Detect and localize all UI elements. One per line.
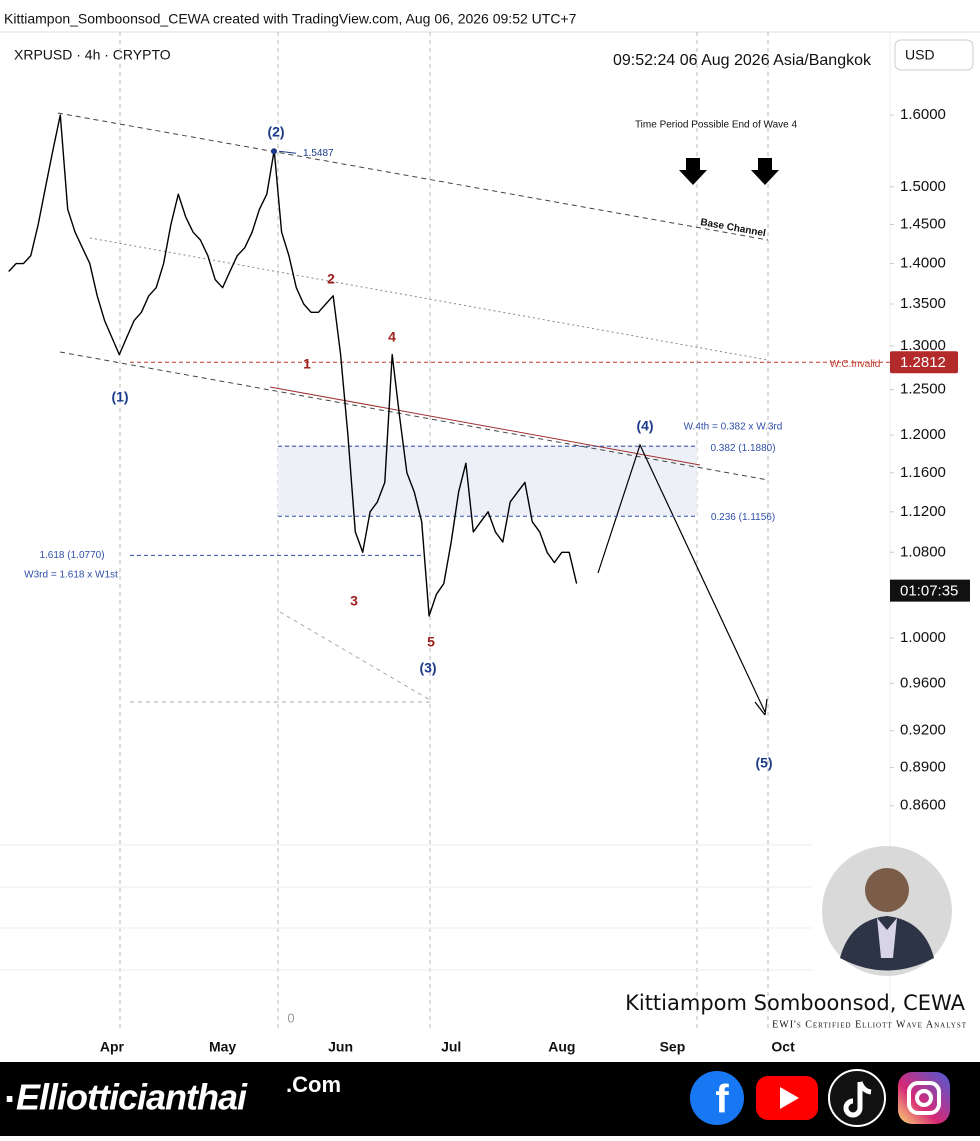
y-tick-label: 1.5000 [900,178,946,195]
annotation: (4) [636,418,653,434]
annotation: (2) [267,124,284,140]
target-line [279,611,431,701]
level-label: 0.382 (1.1880) [710,443,775,454]
time-markers [119,32,769,1030]
channel-top [57,112,769,241]
youtube-glyph [780,1087,799,1109]
peak-label: 1.5487 [303,148,334,159]
y-tick-label: 0.8600 [900,797,946,814]
x-tick-label: Jul [441,1039,461,1055]
annotation: (3) [419,660,436,676]
background [0,0,980,1062]
annotation: (5) [755,755,772,771]
x-tick-label: Jun [328,1039,353,1055]
annotation: 1 [303,356,311,372]
annotation: 2 [327,271,335,287]
y-tick-label: 1.0000 [900,629,946,646]
footer-art: · Elliotticianthai .Com f [4,1069,950,1127]
signature-name: Kittiampom Somboonsod, CEWA [625,991,966,1015]
instagram-glyph [907,1081,941,1115]
y-tick-label: 0.8900 [900,759,946,776]
symbol: XRPUSD · 4h · CRYPTO [14,47,171,63]
trend-line [269,386,701,466]
y-tick-label: 1.1200 [900,503,946,520]
portrait-head [865,868,909,912]
x-tick-label: Apr [100,1039,125,1055]
y-tick-label: 1.4000 [900,255,946,272]
footer: · Elliotticianthai .Com f [0,1062,980,1136]
countdown-tag [890,579,970,602]
down-arrow [679,158,707,185]
signature-title: EWI's Certified Elliott Wave Analyst [772,1019,967,1030]
y-tick-label: 1.3500 [900,295,946,312]
channel-bottom [59,351,769,481]
peak-marker [271,148,277,155]
x-tick-label: May [209,1039,236,1055]
annotation: (1) [111,389,128,405]
facebook-glyph: f [715,1078,729,1122]
tiktok-icon[interactable] [828,1069,886,1127]
portrait-shirt [877,918,897,958]
peak-pointer [278,150,297,154]
wave3-target [130,611,431,703]
annotation: 3 [350,593,358,609]
price-tag-label: 1.2812 [900,354,946,371]
annotation: 4 [388,329,396,345]
annotation: Time Period Possible End of Wave 4 [635,120,798,131]
brand-domain: .Com [286,1072,341,1097]
projection-arrowhead [754,698,768,716]
level-label: W.C.Invalid [830,359,881,370]
clock: 09:52:24 06 Aug 2026 Asia/Bangkok [613,52,872,69]
annotation: W3rd = 1.618 x W1st [24,570,118,581]
facebook-icon[interactable] [690,1071,744,1125]
y-tick-label: 0.9600 [900,674,946,691]
annotation: W.4th = 0.382 x W.3rd [684,422,783,433]
chart: Kittiampon_Somboonsod_CEWA created with … [0,0,980,1062]
brand-dot: · [4,1078,17,1122]
countdown: 01:07:35 [900,583,958,600]
price-line [8,114,578,617]
brand: Elliotticianthai [16,1077,248,1118]
level-label: 0.236 (1.1156) [711,512,775,523]
projection [597,443,766,713]
down-arrow [751,158,779,185]
price-tag [890,351,958,374]
y-tick-label: 1.6000 [900,106,946,123]
fib-zone [278,445,697,516]
y-tick-label: 1.3000 [900,337,946,354]
y-tick-label: 1.4500 [900,215,946,232]
y-tick-label: 0.9200 [900,722,946,739]
annotation: 5 [427,634,435,650]
instagram-lens [915,1089,933,1107]
credit: Kittiampon_Somboonsod_CEWA created with … [4,11,577,27]
annotation: 0 [287,1010,294,1025]
x-tick-label: Sep [660,1039,686,1055]
x-tick-label: Oct [771,1039,795,1055]
y-tick-label: 1.0800 [900,543,946,560]
y-tick-label: 1.2000 [900,426,946,443]
y-tick-label: 1.2500 [900,381,946,398]
x-tick-label: Aug [548,1039,575,1055]
currency-box[interactable] [894,39,974,71]
tiktok-glyph [843,1081,872,1118]
lower-grid [0,844,812,971]
y-tick-label: 1.1600 [900,464,946,481]
instagram-icon[interactable] [898,1072,950,1124]
level-label: 1.618 (1.0770) [39,550,104,561]
currency: USD [905,47,935,63]
